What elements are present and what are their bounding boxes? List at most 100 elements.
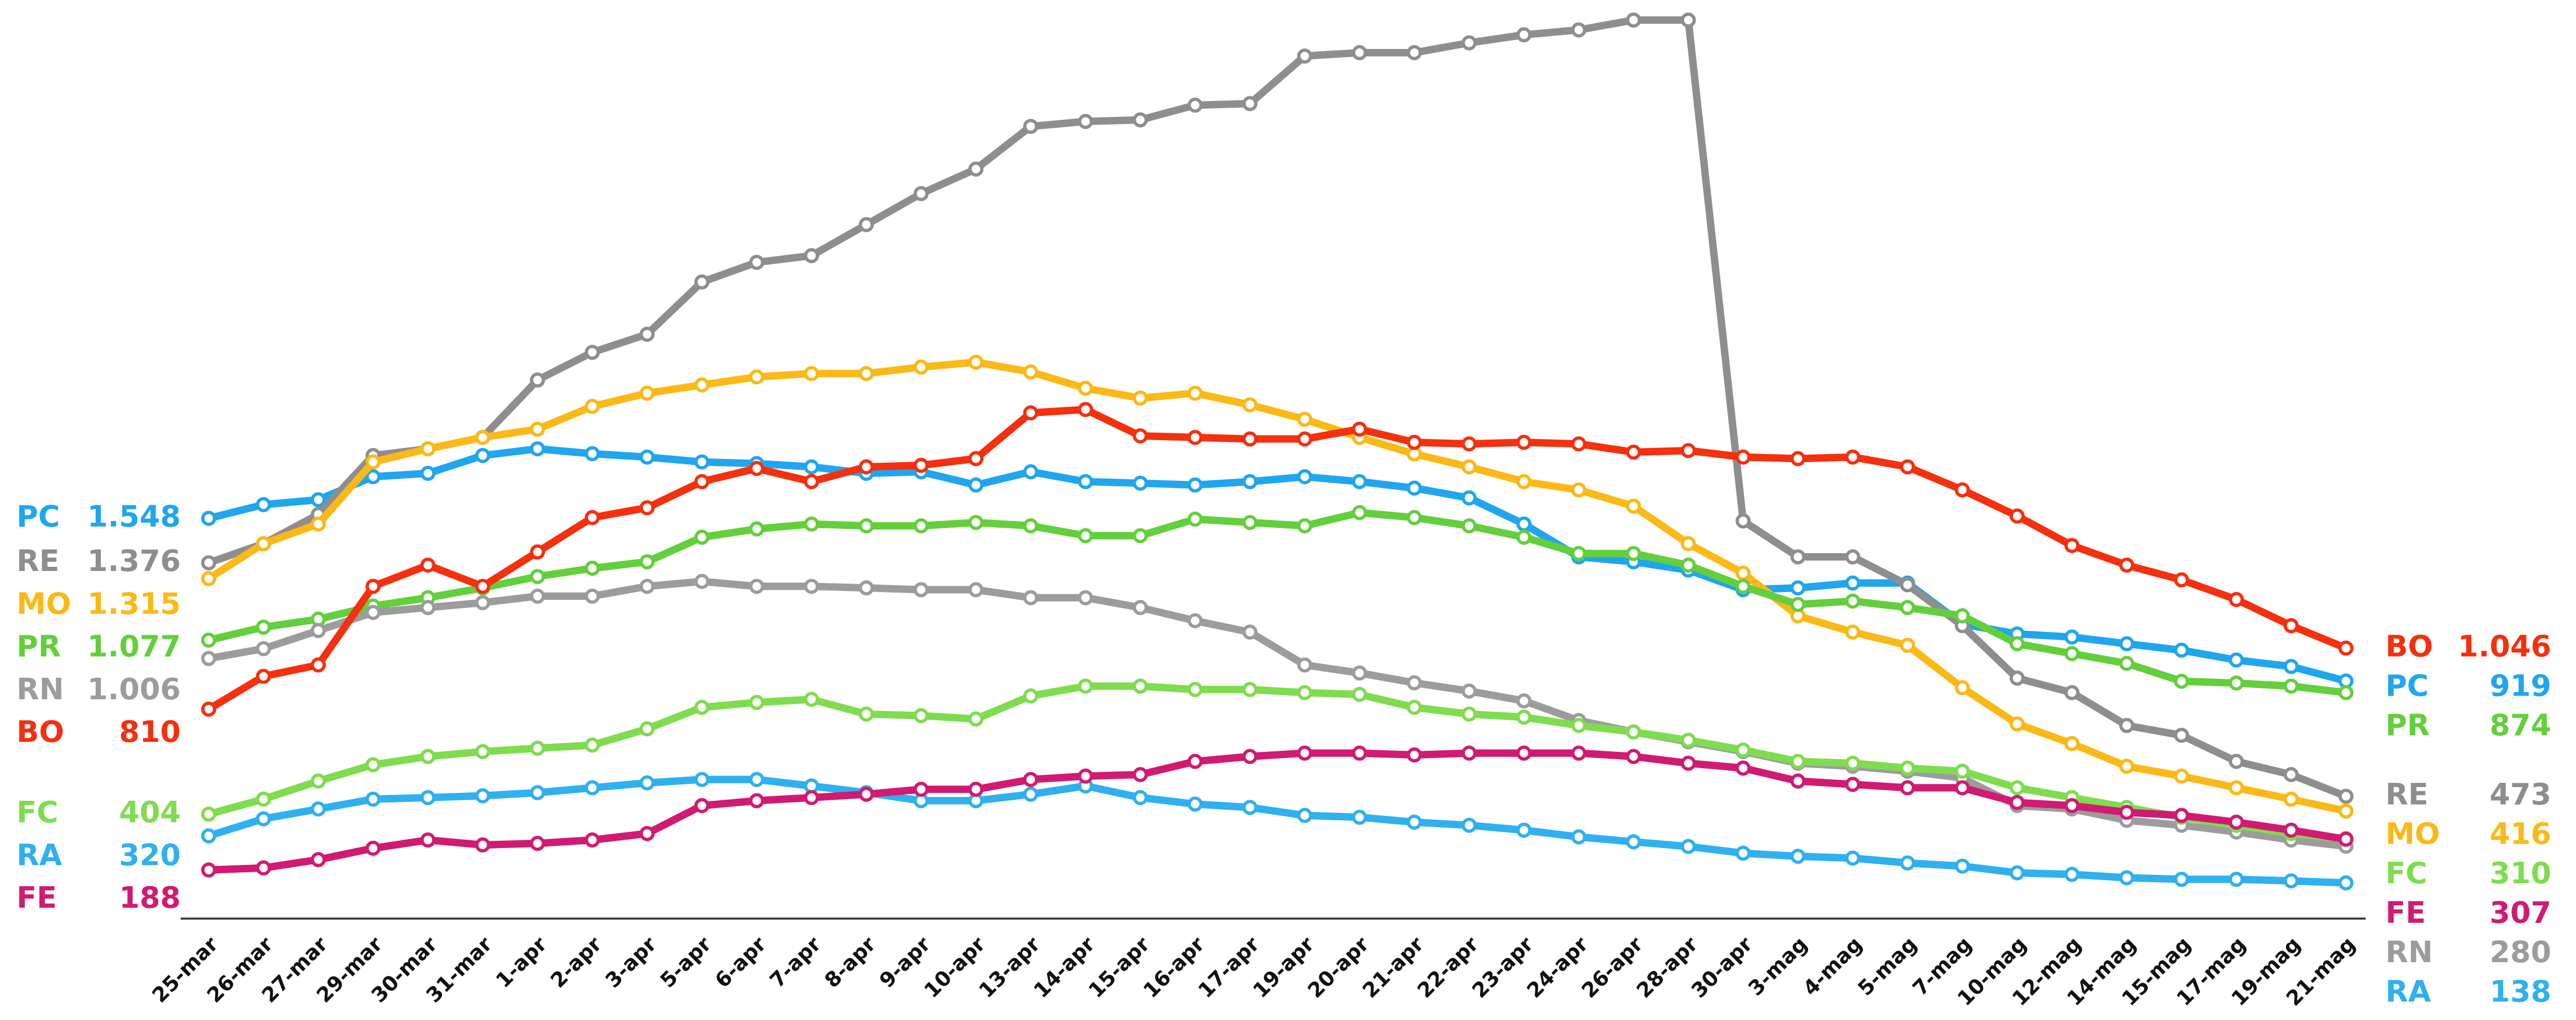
point xyxy=(2174,674,2189,689)
point xyxy=(1571,546,1587,562)
point xyxy=(1461,35,1477,50)
series-line xyxy=(208,509,2347,697)
point xyxy=(420,749,436,764)
value-label: 310 xyxy=(2490,856,2551,891)
point xyxy=(1077,678,1093,694)
point xyxy=(1845,449,1861,465)
x-tick-label: 26-apr xyxy=(1577,932,1648,1003)
point xyxy=(1900,760,1915,776)
point xyxy=(639,554,655,569)
point xyxy=(1626,546,1641,562)
point xyxy=(914,781,929,797)
point xyxy=(1626,444,1641,460)
point xyxy=(1461,490,1477,506)
point xyxy=(1077,381,1093,396)
point xyxy=(1297,48,1312,64)
point xyxy=(1461,706,1477,722)
point xyxy=(1516,693,1532,709)
legend-name: PC xyxy=(2385,669,2429,703)
x-tick-label: 13-apr xyxy=(974,932,1045,1003)
point xyxy=(1407,699,1422,715)
point xyxy=(639,775,655,791)
point xyxy=(530,588,546,604)
point xyxy=(1461,684,1477,699)
point xyxy=(2174,872,2189,887)
legend-name: FE xyxy=(2385,896,2426,930)
x-tick-label: 30-apr xyxy=(1687,932,1758,1003)
value-label: 919 xyxy=(2490,669,2551,703)
series-line xyxy=(207,16,2347,800)
point xyxy=(1023,688,1039,704)
point xyxy=(1077,768,1093,784)
point xyxy=(1023,787,1039,802)
point xyxy=(804,248,819,263)
point xyxy=(1133,767,1148,782)
point xyxy=(255,811,271,827)
point xyxy=(1023,464,1039,480)
point xyxy=(1736,845,1751,861)
x-tick-label: 3-apr xyxy=(601,932,662,993)
point xyxy=(1297,808,1312,823)
point xyxy=(639,327,655,342)
point xyxy=(1133,428,1148,444)
point xyxy=(1023,118,1039,134)
point xyxy=(201,633,217,648)
point xyxy=(365,454,381,470)
legend-name: RE xyxy=(16,544,59,578)
point xyxy=(584,344,600,360)
point xyxy=(1242,474,1258,489)
point xyxy=(2283,678,2299,694)
x-tick-label: 5-mag xyxy=(1854,933,1922,1001)
x-tick-label: 23-apr xyxy=(1468,932,1538,1003)
point xyxy=(1900,780,1915,795)
point xyxy=(420,557,436,573)
point xyxy=(1790,451,1806,466)
point xyxy=(2174,572,2189,588)
point xyxy=(639,385,655,401)
point xyxy=(1900,459,1915,475)
point xyxy=(1461,459,1477,475)
legend-name: FC xyxy=(16,795,58,830)
point xyxy=(858,366,874,381)
x-tick-label: 7-apr xyxy=(765,932,826,993)
point xyxy=(694,454,710,470)
point xyxy=(1297,685,1312,700)
point xyxy=(1242,96,1258,111)
point xyxy=(2009,508,2025,524)
x-tick-label: 10-apr xyxy=(920,932,990,1003)
point xyxy=(1955,763,1970,779)
point xyxy=(475,595,490,610)
point xyxy=(1516,746,1532,761)
point xyxy=(1626,12,1641,28)
x-tick-label: 4-mag xyxy=(1799,933,1867,1001)
legend-name: RA xyxy=(2385,975,2431,1009)
point xyxy=(1790,753,1806,769)
point xyxy=(1352,665,1367,681)
point xyxy=(584,737,600,753)
point xyxy=(1790,580,1806,596)
point xyxy=(2119,870,2134,885)
point xyxy=(694,274,710,290)
point xyxy=(1461,436,1477,452)
point xyxy=(2338,685,2354,700)
point xyxy=(1845,850,1861,866)
point xyxy=(1516,516,1532,532)
x-tick-label: 2-apr xyxy=(546,932,607,993)
point xyxy=(530,441,546,456)
point xyxy=(968,354,984,370)
point xyxy=(1352,810,1367,825)
point xyxy=(2119,557,2134,573)
point xyxy=(1790,773,1806,789)
legend-name: RA xyxy=(16,838,62,872)
point xyxy=(1680,732,1696,748)
point xyxy=(1516,529,1532,545)
point xyxy=(1955,482,1970,498)
point xyxy=(420,465,436,481)
point xyxy=(1242,624,1258,640)
point xyxy=(1680,443,1696,458)
point xyxy=(2064,736,2080,751)
point xyxy=(1187,753,1203,769)
point xyxy=(694,798,710,813)
